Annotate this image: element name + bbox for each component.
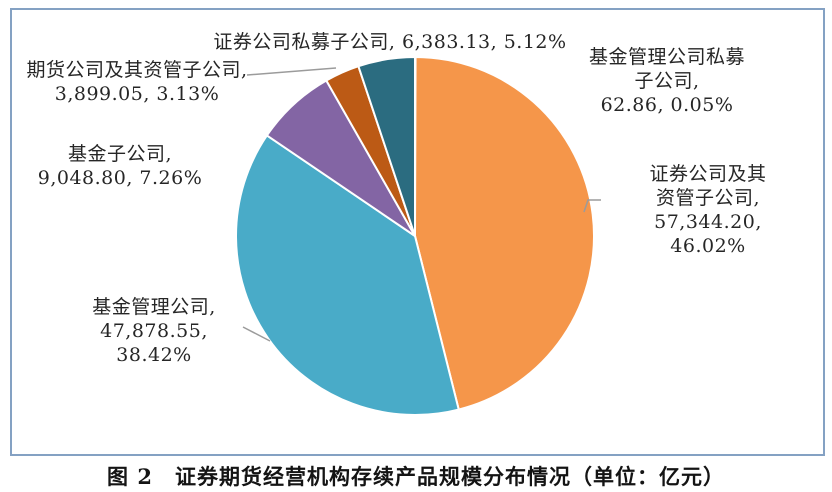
data-label-fund-subsidiary: 基金子公司, 9,048.80, 7.26% [37,143,203,189]
data-label-fund-management: 基金管理公司, 47,878.55, 38.42% [92,296,216,366]
data-label-futures-am-subsidiary: 期货公司及其资管子公司, 3,899.05, 3.13% [26,59,248,105]
data-label-fund-management-pe-subsidiary: 基金管理公司私募子公司, 62.86, 0.05% [588,46,745,116]
pie-slice-fund-management [235,134,460,416]
data-label-securities-am-subsidiary: 证券公司及其资管子公司, 57,344.20, 46.02% [649,163,767,257]
pie-slice-securities-pe-subsidiary [357,56,416,237]
leader-line-fund-management [242,326,271,342]
figure-caption: 图 2 证券期货经营机构存续产品规模分布情况（单位：亿元） [107,464,725,489]
data-label-securities-pe-subsidiary: 证券公司私募子公司, 6,383.13, 5.12% [213,31,567,53]
leader-line-securities-am-subsidiary [583,199,601,213]
leader-line-futures-am-subsidiary [246,67,337,76]
pie-slice-securities-am-subsidiary [414,56,595,411]
